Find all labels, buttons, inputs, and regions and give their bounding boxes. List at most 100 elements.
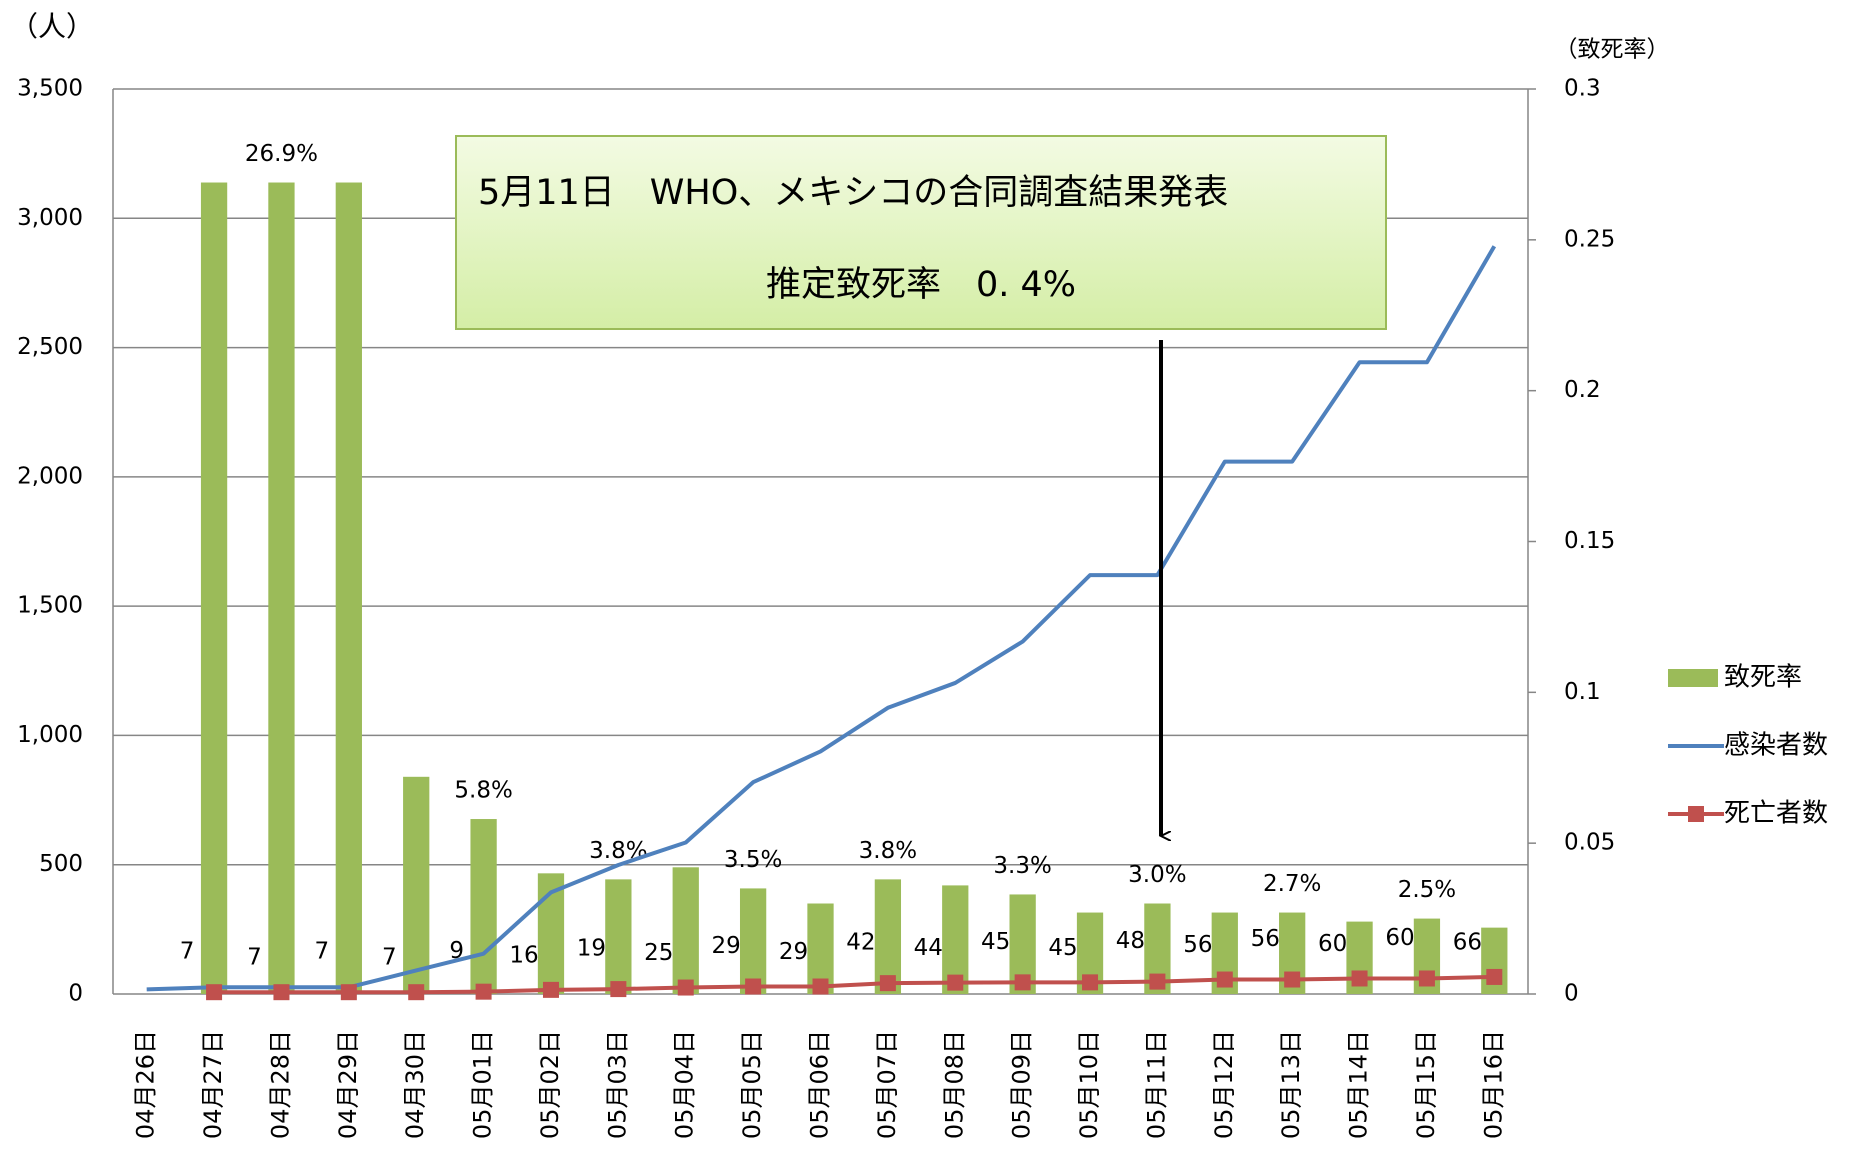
x-tick-label: 05月12日 [1210, 1030, 1238, 1139]
bar-value-label: 5.8% [454, 778, 512, 804]
y2-tick-label: 0.2 [1564, 377, 1601, 403]
y2-tick-label: 0.25 [1564, 226, 1615, 252]
y2-tick-label: 0.15 [1564, 528, 1615, 554]
bar [200, 182, 228, 994]
line-value-label: 16 [509, 942, 538, 968]
line-marker [610, 981, 627, 998]
line-marker [408, 984, 425, 1001]
line-marker [273, 984, 290, 1001]
line-marker [1418, 970, 1435, 987]
x-tick-label: 05月06日 [806, 1030, 834, 1139]
line-value-label: 48 [1116, 928, 1145, 954]
bar-value-label: 26.9% [245, 141, 318, 167]
x-tick-label: 04月27日 [199, 1030, 227, 1139]
annotation-text: 5月11日 WHO、メキシコの合同調査結果発表 [478, 173, 1228, 213]
y2-tick-label: 0 [1564, 981, 1579, 1007]
x-tick-label: 05月16日 [1479, 1030, 1507, 1139]
line-marker [1082, 974, 1099, 991]
x-tick-label: 05月01日 [469, 1030, 497, 1139]
bar [739, 888, 767, 994]
x-tick-label: 05月14日 [1345, 1030, 1373, 1139]
line-marker [542, 981, 559, 998]
legend-label: 感染者数 [1724, 731, 1828, 761]
y-axis-label: （人） [10, 10, 94, 43]
line-marker [340, 984, 357, 1001]
x-tick-label: 05月02日 [536, 1030, 564, 1139]
line-value-label: 7 [180, 939, 195, 965]
x-tick-label: 04月30日 [401, 1030, 429, 1139]
line-marker [677, 979, 694, 996]
x-tick-label: 05月15日 [1412, 1030, 1440, 1139]
line-value-label: 7 [247, 945, 262, 971]
line-value-label: 19 [577, 936, 606, 962]
bar [874, 879, 902, 994]
bar [605, 879, 632, 994]
line-value-label: 7 [382, 945, 397, 971]
bar [335, 182, 362, 994]
line-value-label: 25 [644, 940, 673, 966]
line [146, 245, 1497, 992]
bar-value-label: 3.0% [1128, 862, 1186, 888]
legend-label: 死亡者数 [1724, 799, 1828, 829]
line-value-label: 9 [449, 938, 464, 964]
bar-value-label: 3.8% [859, 838, 917, 864]
y2-tick-label: 0.3 [1564, 76, 1601, 102]
x-tick-label: 05月05日 [738, 1030, 766, 1139]
bar-value-label: 3.3% [993, 853, 1051, 879]
x-tick-label: 05月03日 [603, 1030, 631, 1139]
line-value-label: 42 [846, 930, 875, 956]
x-tick-label: 05月10日 [1075, 1030, 1103, 1139]
bar [403, 776, 430, 994]
line-marker [1351, 970, 1368, 987]
line-value-label: 29 [779, 939, 808, 965]
bar-value-label: 3.5% [724, 847, 782, 873]
y-tick-label: 2,500 [17, 334, 83, 360]
line-value-label: 45 [1048, 935, 1077, 961]
annotation-text: 推定致死率 0. 4% [766, 265, 1076, 305]
x-tick-label: 05月13日 [1277, 1030, 1305, 1139]
y-tick-label: 3,000 [17, 205, 83, 231]
x-tick-label: 04月28日 [266, 1030, 294, 1139]
x-tick-label: 05月07日 [873, 1030, 901, 1139]
x-tick-label: 05月04日 [671, 1030, 699, 1139]
line [214, 974, 1495, 995]
line-marker [879, 975, 896, 992]
line-marker [1014, 974, 1031, 991]
line-marker [1486, 968, 1503, 985]
bar-value-label: 2.5% [1398, 877, 1456, 903]
legend-swatch [1668, 669, 1718, 687]
y-tick-label: 2,000 [17, 463, 83, 489]
y-tick-label: 0 [68, 981, 83, 1007]
line-marker [206, 984, 223, 1001]
line-value-label: 60 [1385, 925, 1414, 951]
annotation-box [455, 135, 1387, 330]
y-tick-label: 3,500 [17, 76, 83, 102]
line-marker [1284, 971, 1301, 988]
y-tick-label: 1,000 [17, 722, 83, 748]
line-value-label: 7 [315, 939, 330, 965]
legend-label: 致死率 [1724, 663, 1802, 693]
x-tick-label: 04月26日 [132, 1030, 160, 1139]
x-tick-label: 04月29日 [334, 1030, 362, 1139]
line-value-label: 29 [712, 933, 741, 959]
x-tick-label: 05月09日 [1008, 1030, 1036, 1139]
legend-marker [1688, 806, 1704, 822]
line-value-label: 56 [1183, 932, 1212, 958]
y-tick-label: 500 [39, 851, 83, 877]
bar [470, 819, 497, 994]
y-tick-label: 1,500 [17, 593, 83, 619]
line-marker [1149, 973, 1166, 990]
line-marker [812, 978, 829, 995]
bar [268, 182, 295, 994]
x-tick-label: 05月08日 [940, 1030, 968, 1139]
line-value-label: 44 [914, 935, 943, 961]
y2-axis-label: （致死率） [1555, 37, 1670, 63]
x-tick-label: 05月11日 [1142, 1030, 1170, 1139]
line-marker [1216, 971, 1233, 988]
line-value-label: 45 [981, 929, 1010, 955]
line-marker [745, 978, 762, 995]
y2-tick-label: 0.1 [1564, 679, 1601, 705]
y2-tick-label: 0.05 [1564, 830, 1615, 856]
line-marker [947, 974, 964, 991]
